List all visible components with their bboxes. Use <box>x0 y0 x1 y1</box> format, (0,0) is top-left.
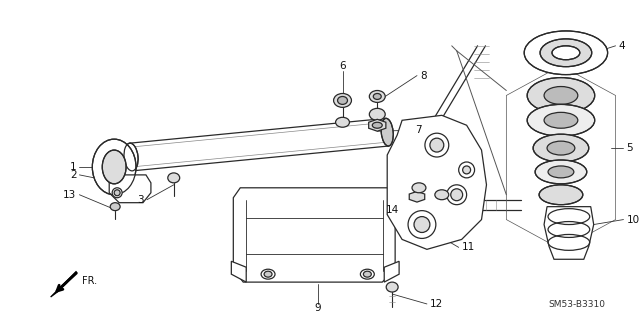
Ellipse shape <box>535 160 587 184</box>
Ellipse shape <box>533 134 589 162</box>
Ellipse shape <box>110 203 120 211</box>
Ellipse shape <box>264 271 272 277</box>
Ellipse shape <box>114 190 120 196</box>
Text: 14: 14 <box>386 204 399 215</box>
Ellipse shape <box>360 269 374 279</box>
Ellipse shape <box>412 183 426 193</box>
Ellipse shape <box>540 39 592 67</box>
Ellipse shape <box>447 185 467 205</box>
Text: 5: 5 <box>627 143 633 153</box>
Polygon shape <box>369 119 386 131</box>
Ellipse shape <box>430 138 444 152</box>
Text: 2: 2 <box>70 170 76 180</box>
Text: 6: 6 <box>339 61 346 71</box>
Text: 1: 1 <box>70 162 76 172</box>
Ellipse shape <box>364 271 371 277</box>
Polygon shape <box>109 175 151 203</box>
Ellipse shape <box>381 118 393 146</box>
Ellipse shape <box>539 185 583 205</box>
Polygon shape <box>384 261 399 282</box>
Ellipse shape <box>373 93 381 100</box>
Text: 4: 4 <box>618 41 625 51</box>
Ellipse shape <box>335 117 349 127</box>
Ellipse shape <box>372 122 382 128</box>
Polygon shape <box>51 271 76 297</box>
Ellipse shape <box>544 112 578 128</box>
Ellipse shape <box>102 150 126 184</box>
Ellipse shape <box>414 217 430 233</box>
Ellipse shape <box>112 188 122 198</box>
Ellipse shape <box>527 104 595 136</box>
Ellipse shape <box>547 141 575 155</box>
Text: 3: 3 <box>138 195 144 205</box>
Polygon shape <box>409 191 425 202</box>
Text: SM53-B3310: SM53-B3310 <box>548 300 605 309</box>
Ellipse shape <box>463 166 470 174</box>
Text: 8: 8 <box>420 70 427 81</box>
Polygon shape <box>387 115 486 249</box>
Ellipse shape <box>333 93 351 108</box>
Ellipse shape <box>337 96 348 104</box>
Ellipse shape <box>524 31 607 75</box>
Text: 7: 7 <box>415 125 422 135</box>
Polygon shape <box>231 261 246 282</box>
Text: 9: 9 <box>314 303 321 313</box>
Text: 10: 10 <box>627 215 639 225</box>
Ellipse shape <box>124 143 138 171</box>
Polygon shape <box>234 188 395 282</box>
Ellipse shape <box>168 173 180 183</box>
Ellipse shape <box>459 162 475 178</box>
Ellipse shape <box>425 133 449 157</box>
Ellipse shape <box>552 46 580 60</box>
Ellipse shape <box>92 139 136 195</box>
Ellipse shape <box>544 86 578 104</box>
Ellipse shape <box>527 78 595 113</box>
Text: 11: 11 <box>461 242 475 252</box>
Ellipse shape <box>386 282 398 292</box>
Ellipse shape <box>408 211 436 238</box>
Text: 12: 12 <box>430 299 443 309</box>
Ellipse shape <box>548 166 574 178</box>
Text: 7: 7 <box>445 192 451 202</box>
Ellipse shape <box>261 269 275 279</box>
Ellipse shape <box>435 190 449 200</box>
Text: 13: 13 <box>63 190 76 200</box>
Text: FR.: FR. <box>83 276 97 286</box>
Ellipse shape <box>369 108 385 120</box>
Polygon shape <box>544 207 594 259</box>
Ellipse shape <box>369 91 385 102</box>
Ellipse shape <box>451 189 463 201</box>
